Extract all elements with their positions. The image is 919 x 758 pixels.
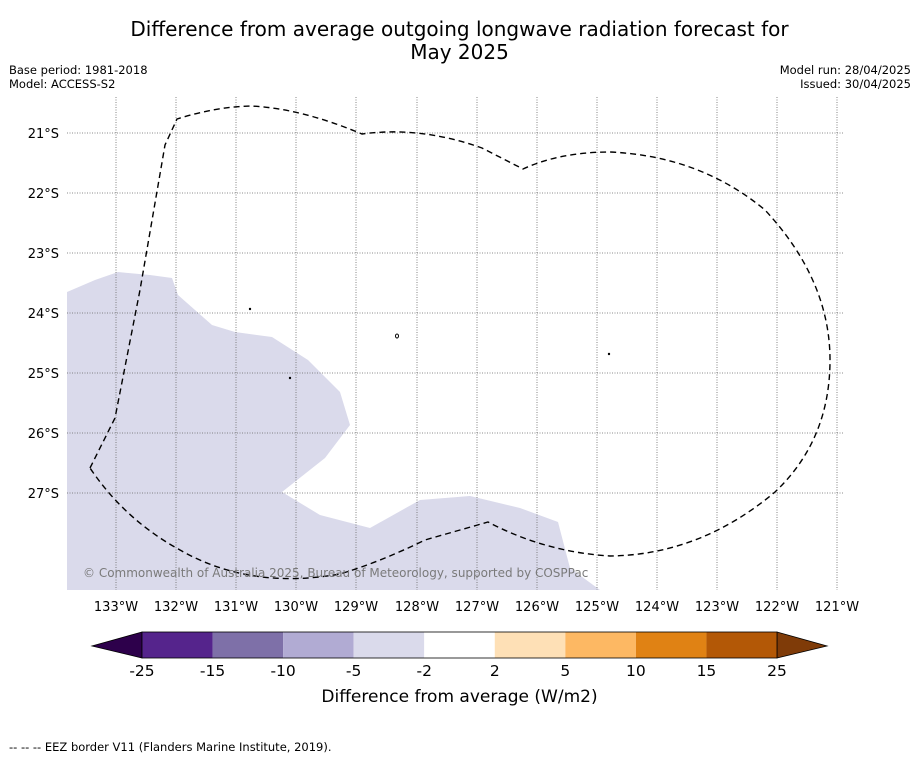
lon-label: 127°W	[455, 600, 499, 615]
model-text: Model: ACCESS-S2	[9, 77, 116, 91]
lat-label: 22°S	[28, 187, 59, 202]
lon-label: 133°W	[94, 600, 138, 615]
meta-right: Model run: 28/04/2025 Issued: 30/04/2025	[780, 63, 911, 91]
colorbar-tick-label: -25	[129, 662, 154, 680]
colorbar: -25 -15 -10 -5 -2 2 5 10 15 25	[90, 631, 829, 680]
colorbar-segment	[565, 632, 636, 658]
colorbar-segment	[353, 632, 425, 658]
island-dot	[607, 352, 611, 356]
colorbar-tick-label: -5	[346, 662, 361, 680]
title-line-2: May 2025	[410, 40, 509, 64]
lon-label: 126°W	[515, 600, 559, 615]
lon-label: 128°W	[395, 600, 439, 615]
colorbar-tick-label: 25	[767, 662, 787, 680]
colorbar-tick-label: 10	[626, 662, 646, 680]
map-title: Difference from average outgoing longwav…	[0, 18, 919, 64]
lat-labels: 21°S 22°S 23°S 24°S 25°S 26°S 27°S	[28, 127, 59, 502]
colorbar-segments	[141, 631, 778, 659]
lat-label: 23°S	[28, 247, 59, 262]
colorbar-segment	[424, 632, 495, 658]
colorbar-ticks: -25 -15 -10 -5 -2 2 5 10 15 25	[129, 662, 787, 680]
colorbar-tick-label: 5	[560, 662, 570, 680]
title-line-1: Difference from average outgoing longwav…	[130, 17, 789, 41]
colorbar-tick-label: 15	[697, 662, 717, 680]
lon-label: 124°W	[635, 600, 679, 615]
colorbar-segment	[706, 632, 777, 658]
model-run-text: Model run: 28/04/2025	[779, 63, 911, 77]
lat-label: 21°S	[28, 127, 59, 142]
issued-text: Issued: 30/04/2025	[800, 77, 911, 91]
map-area: 21°S 22°S 23°S 24°S 25°S 26°S 27°S 133°W…	[28, 97, 859, 615]
lon-label: 122°W	[755, 600, 799, 615]
lon-label: 121°W	[815, 600, 859, 615]
lon-label: 123°W	[695, 600, 739, 615]
lon-label: 125°W	[575, 600, 619, 615]
island-dot	[248, 307, 252, 311]
colorbar-over-arrow	[776, 631, 829, 659]
eez-legend: -- -- -- EEZ border V11 (Flanders Marine…	[9, 740, 332, 754]
lon-label: 129°W	[334, 600, 378, 615]
lat-label: 24°S	[28, 307, 59, 322]
anomaly-fill-region	[67, 272, 600, 590]
lon-labels: 133°W 132°W 131°W 130°W 129°W 128°W 127°…	[94, 600, 859, 615]
lon-label: 132°W	[154, 600, 198, 615]
lat-label: 26°S	[28, 427, 59, 442]
island-dot	[395, 333, 399, 339]
eez-legend-text: EEZ border V11 (Flanders Marine Institut…	[44, 740, 332, 754]
colorbar-tick-label: -2	[416, 662, 431, 680]
lat-label: 25°S	[28, 367, 59, 382]
colorbar-tick-label: -15	[200, 662, 225, 680]
copyright-text: © Commonwealth of Australia 2025, Bureau…	[83, 566, 588, 580]
meta-left: Base period: 1981-2018 Model: ACCESS-S2	[9, 63, 148, 91]
colorbar-border	[141, 631, 778, 659]
colorbar-segment	[142, 632, 213, 658]
colorbar-segment	[212, 632, 284, 658]
eez-border	[89, 105, 831, 580]
colorbar-label: Difference from average (W/m2)	[321, 687, 598, 707]
colorbar-segment	[635, 632, 707, 658]
colorbar-tick-label: 2	[490, 662, 500, 680]
lon-label: 130°W	[274, 600, 318, 615]
base-period-text: Base period: 1981-2018	[9, 63, 148, 77]
eez-legend-dash: -- -- --	[9, 740, 42, 754]
colorbar-under-arrow	[90, 631, 143, 659]
lat-label: 27°S	[28, 487, 59, 502]
colorbar-segment	[283, 632, 354, 658]
colorbar-tick-label: -10	[270, 662, 295, 680]
islands	[248, 307, 611, 380]
island-dot	[288, 376, 292, 380]
lon-label: 131°W	[214, 600, 258, 615]
gridlines	[67, 97, 843, 590]
colorbar-segment	[494, 632, 566, 658]
